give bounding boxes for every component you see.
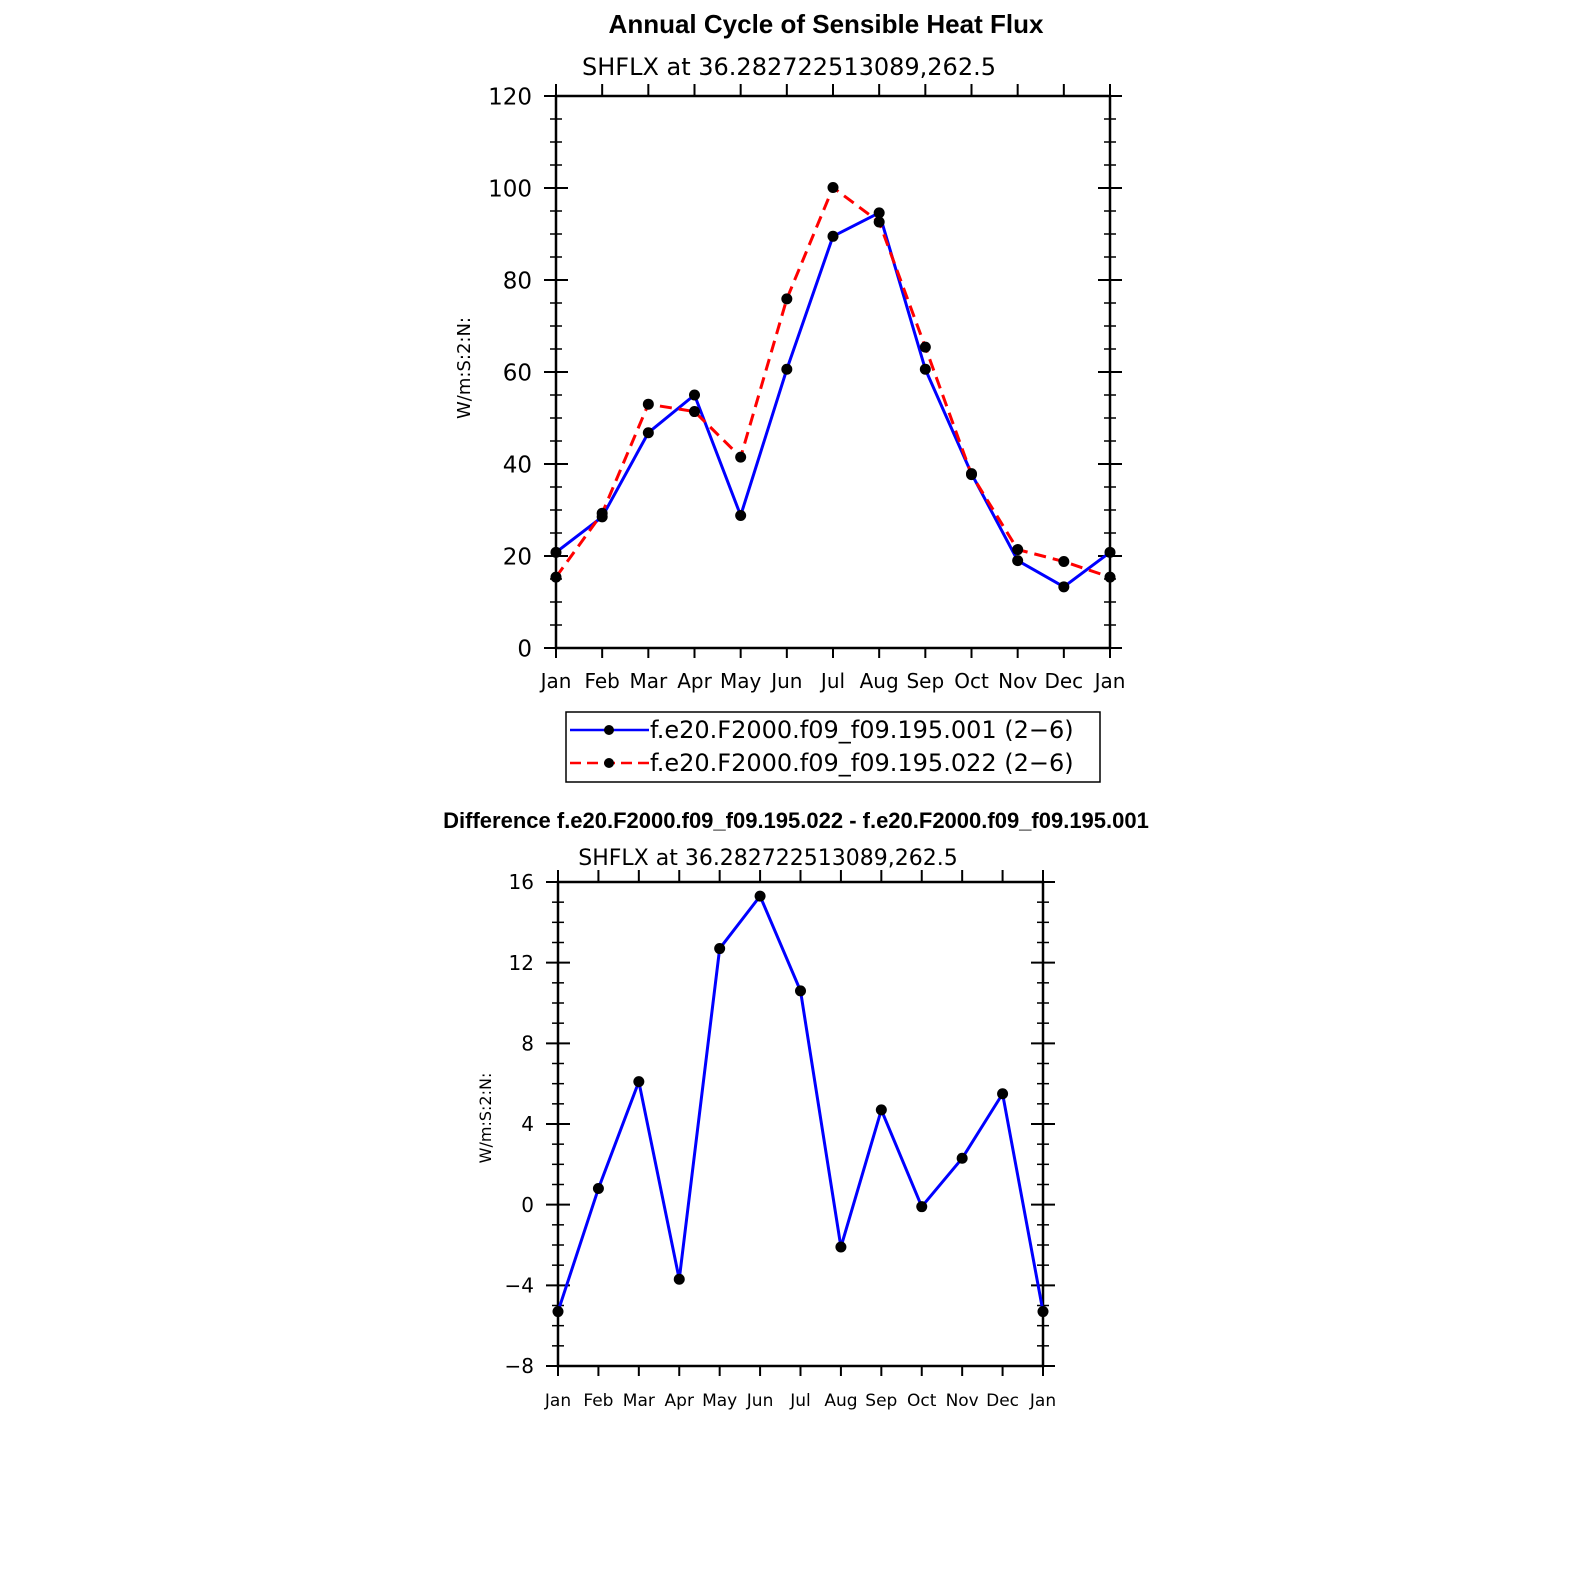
chart1-x-tick-label: Jun bbox=[769, 669, 802, 693]
chart2-x-tick-label: Mar bbox=[623, 1391, 655, 1411]
chart1-series-2-point bbox=[550, 571, 562, 583]
chart2-x-tick-label: Jan bbox=[1029, 1391, 1056, 1411]
chart2-plot-frame bbox=[556, 880, 1045, 1368]
chart1-series-1-point bbox=[919, 363, 931, 375]
chart1-y-tick-label: 60 bbox=[503, 360, 532, 386]
chart1-x-tick-label: Sep bbox=[906, 669, 944, 693]
chart1-series-2-point bbox=[781, 293, 793, 305]
chart1-series-1-point bbox=[1058, 581, 1070, 593]
chart2-y-tick-label: 0 bbox=[521, 1193, 534, 1217]
chart2-x-tick-label: Jun bbox=[746, 1391, 774, 1411]
chart1-series-1-line bbox=[555, 211, 1111, 589]
chart2-series-1-point bbox=[956, 1152, 968, 1164]
chart1-series-2-point bbox=[642, 398, 654, 410]
chart1-y-tick-label: 40 bbox=[503, 452, 532, 478]
chart1-series-2-point bbox=[596, 507, 608, 519]
chart1-series-1-point bbox=[642, 427, 654, 439]
chart1-x-tick-label: Nov bbox=[998, 669, 1037, 693]
chart1-title: Annual Cycle of Sensible Heat Flux bbox=[609, 9, 1044, 39]
chart1-series-1-point bbox=[735, 510, 747, 522]
chart1-series-2-point bbox=[1104, 571, 1116, 583]
chart2-series-1-point bbox=[552, 1306, 564, 1318]
chart1-x-tick-label: Jan bbox=[539, 669, 572, 693]
chart2-series-1-point bbox=[835, 1241, 847, 1253]
chart1-ylabel: W/m:S:2:N: bbox=[454, 317, 475, 419]
chart1-series-2-point bbox=[1058, 556, 1070, 568]
chart1-series-1-point bbox=[689, 389, 700, 401]
chart2-series-1-line bbox=[556, 894, 1045, 1313]
chart2-y-tick-label: −8 bbox=[505, 1354, 534, 1378]
chart1-y-tick-label: 120 bbox=[488, 84, 532, 110]
chart2-y-tick-label: 12 bbox=[509, 951, 534, 975]
chart1-x-tick-label: May bbox=[720, 669, 762, 693]
chart1-series-1-point bbox=[873, 207, 885, 219]
chart2-x-tick-label: Dec bbox=[986, 1391, 1019, 1411]
chart1-subtitle: SHFLX at 36.282722513089,262.5 bbox=[582, 53, 996, 81]
chart2-y-tick-label: −4 bbox=[505, 1274, 534, 1298]
chart1-x-tick-label: Jul bbox=[819, 669, 845, 693]
chart1-x-tick-label: Apr bbox=[677, 669, 712, 693]
chart2-x-tick-label: Sep bbox=[865, 1391, 897, 1411]
chart2-x-tick-label: Apr bbox=[665, 1391, 694, 1411]
legend-label-series-1: f.e20.F2000.f09_f09.195.001 (2−6) bbox=[650, 716, 1074, 744]
chart1-x-tick-label: Mar bbox=[629, 669, 668, 693]
chart2-series-1-point bbox=[754, 890, 766, 902]
chart2-series-1-point bbox=[673, 1273, 685, 1285]
chart1-series-1-point bbox=[550, 546, 562, 558]
chart1-series-1-point bbox=[827, 230, 839, 242]
chart1-x-tick-label: Dec bbox=[1044, 669, 1083, 693]
chart1-y-tick-label: 100 bbox=[488, 176, 532, 202]
chart1-plot: Jan Feb Mar Apr May Jun Jul Aug Sep Oct Nov Dec Jan 0… bbox=[488, 84, 1125, 693]
chart1-x-tick-label: Jan bbox=[1093, 669, 1126, 693]
chart1-series-2-point bbox=[966, 469, 977, 481]
chart2-x-tick-label: Jan bbox=[544, 1391, 571, 1411]
chart2-y-tick-label: 16 bbox=[509, 870, 534, 894]
chart1-x-tick-label: Aug bbox=[860, 669, 899, 693]
legend-label-series-2: f.e20.F2000.f09_f09.195.022 (2−6) bbox=[650, 749, 1074, 777]
chart2-series-1-point bbox=[633, 1076, 645, 1088]
chart2-y-tick-label: 8 bbox=[521, 1032, 534, 1056]
chart2-series-1-point bbox=[875, 1104, 887, 1116]
chart2-plot: Jan Feb Mar Apr May Jun Jul Aug Sep Oct Nov Dec Jan−… bbox=[505, 870, 1056, 1411]
chart1-series-2-line bbox=[554, 186, 1111, 579]
chart1-x-tick-label: Feb bbox=[584, 669, 619, 693]
chart2-ylabel: W/m:S:2:N: bbox=[476, 1073, 495, 1164]
chart1-series-2-point bbox=[735, 451, 747, 463]
chart1-series-1-point bbox=[1104, 546, 1116, 558]
chart2-x-tick-label: Nov bbox=[946, 1391, 979, 1411]
chart1-series-1-point bbox=[1012, 555, 1024, 567]
chart1-series-2-point bbox=[873, 216, 885, 228]
legend-marker-series-1 bbox=[604, 725, 614, 735]
chart2-series-1-point bbox=[916, 1201, 928, 1213]
chart1-x-tick-label: Oct bbox=[954, 669, 989, 693]
chart1-series-2-point bbox=[1012, 544, 1024, 556]
chart1-legend: f.e20.F2000.f09_f09.195.001 (2−6) f.e20.… bbox=[565, 711, 1101, 783]
chart2-series-1-point bbox=[1037, 1306, 1049, 1318]
chart2-x-tick-label: Feb bbox=[583, 1391, 613, 1411]
chart1-y-tick-label: 80 bbox=[503, 268, 532, 294]
chart2-y-tick-label: 4 bbox=[521, 1112, 534, 1136]
chart1-series-2-point bbox=[689, 406, 700, 418]
legend-box bbox=[565, 711, 1101, 783]
chart2-series-1-point bbox=[795, 985, 806, 997]
chart2-subtitle: SHFLX at 36.282722513089,262.5 bbox=[578, 846, 958, 871]
legend-marker-series-2 bbox=[604, 758, 614, 768]
chart2-series-1-point bbox=[592, 1183, 604, 1195]
chart2-x-tick-label: Jul bbox=[789, 1391, 811, 1411]
chart2-series-1-point bbox=[997, 1088, 1009, 1100]
chart1-series-2-point bbox=[827, 182, 839, 194]
chart2-title: Difference f.e20.F2000.f09_f09.195.022 -… bbox=[443, 808, 1149, 833]
chart1-y-tick-label: 0 bbox=[517, 636, 532, 662]
chart2-x-tick-label: Aug bbox=[824, 1391, 857, 1411]
chart2-x-tick-label: May bbox=[702, 1391, 737, 1411]
chart2-series-1-point bbox=[714, 943, 726, 955]
chart1-y-tick-label: 20 bbox=[503, 544, 532, 570]
chart2-x-tick-label: Oct bbox=[907, 1391, 937, 1411]
chart1-series-2-point bbox=[919, 341, 931, 353]
chart1-series-1-point bbox=[781, 363, 793, 375]
